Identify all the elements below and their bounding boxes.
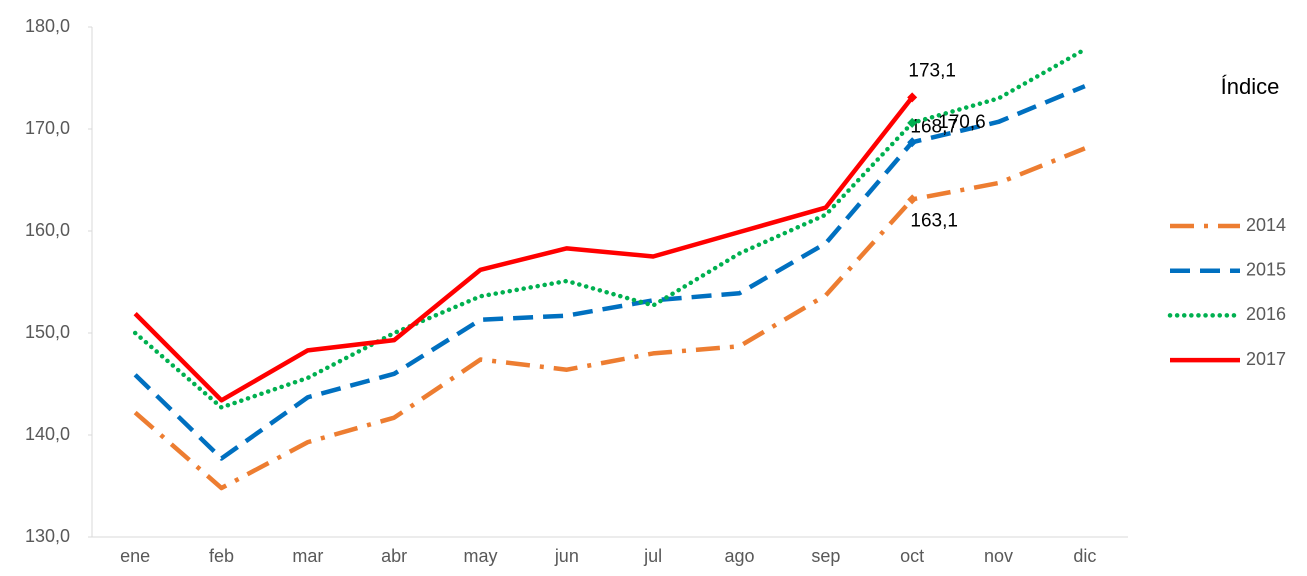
series-line <box>133 84 1086 461</box>
x-tick-label: feb <box>209 546 234 566</box>
series-line <box>132 47 1088 410</box>
x-tick-label: abr <box>381 546 407 566</box>
legend-label: 2014 <box>1246 215 1286 235</box>
data-label: 173,1 <box>908 60 956 81</box>
x-tick-label: dic <box>1073 546 1096 566</box>
data-marker <box>907 117 918 128</box>
y-tick-label: 180,0 <box>25 16 70 36</box>
data-marker <box>907 137 918 148</box>
data-label: 168,7 <box>910 116 958 137</box>
legend-label: 2015 <box>1246 259 1286 279</box>
y-tick-label: 170,0 <box>25 118 70 138</box>
legend-title: Índice <box>1221 74 1280 99</box>
y-tick-label: 150,0 <box>25 322 70 342</box>
x-tick-label: mar <box>292 546 323 566</box>
x-tick-label: sep <box>811 546 840 566</box>
y-tick-label: 140,0 <box>25 424 70 444</box>
series-line <box>133 95 914 403</box>
data-label: 170,6 <box>938 112 986 133</box>
x-tick-label: may <box>463 546 497 566</box>
legend-label: 2016 <box>1246 304 1286 324</box>
x-tick-label: nov <box>984 546 1013 566</box>
legend-label: 2017 <box>1246 349 1286 369</box>
series-line <box>133 146 1086 491</box>
x-tick-label: jun <box>554 546 579 566</box>
data-label: 163,1 <box>910 210 958 231</box>
x-tick-label: oct <box>900 546 924 566</box>
x-tick-label: jul <box>643 546 662 566</box>
x-tick-label: ene <box>120 546 150 566</box>
data-marker <box>907 92 918 103</box>
x-tick-label: ago <box>724 546 754 566</box>
y-tick-label: 160,0 <box>25 220 70 240</box>
data-marker <box>907 194 918 205</box>
y-tick-label: 130,0 <box>25 526 70 546</box>
